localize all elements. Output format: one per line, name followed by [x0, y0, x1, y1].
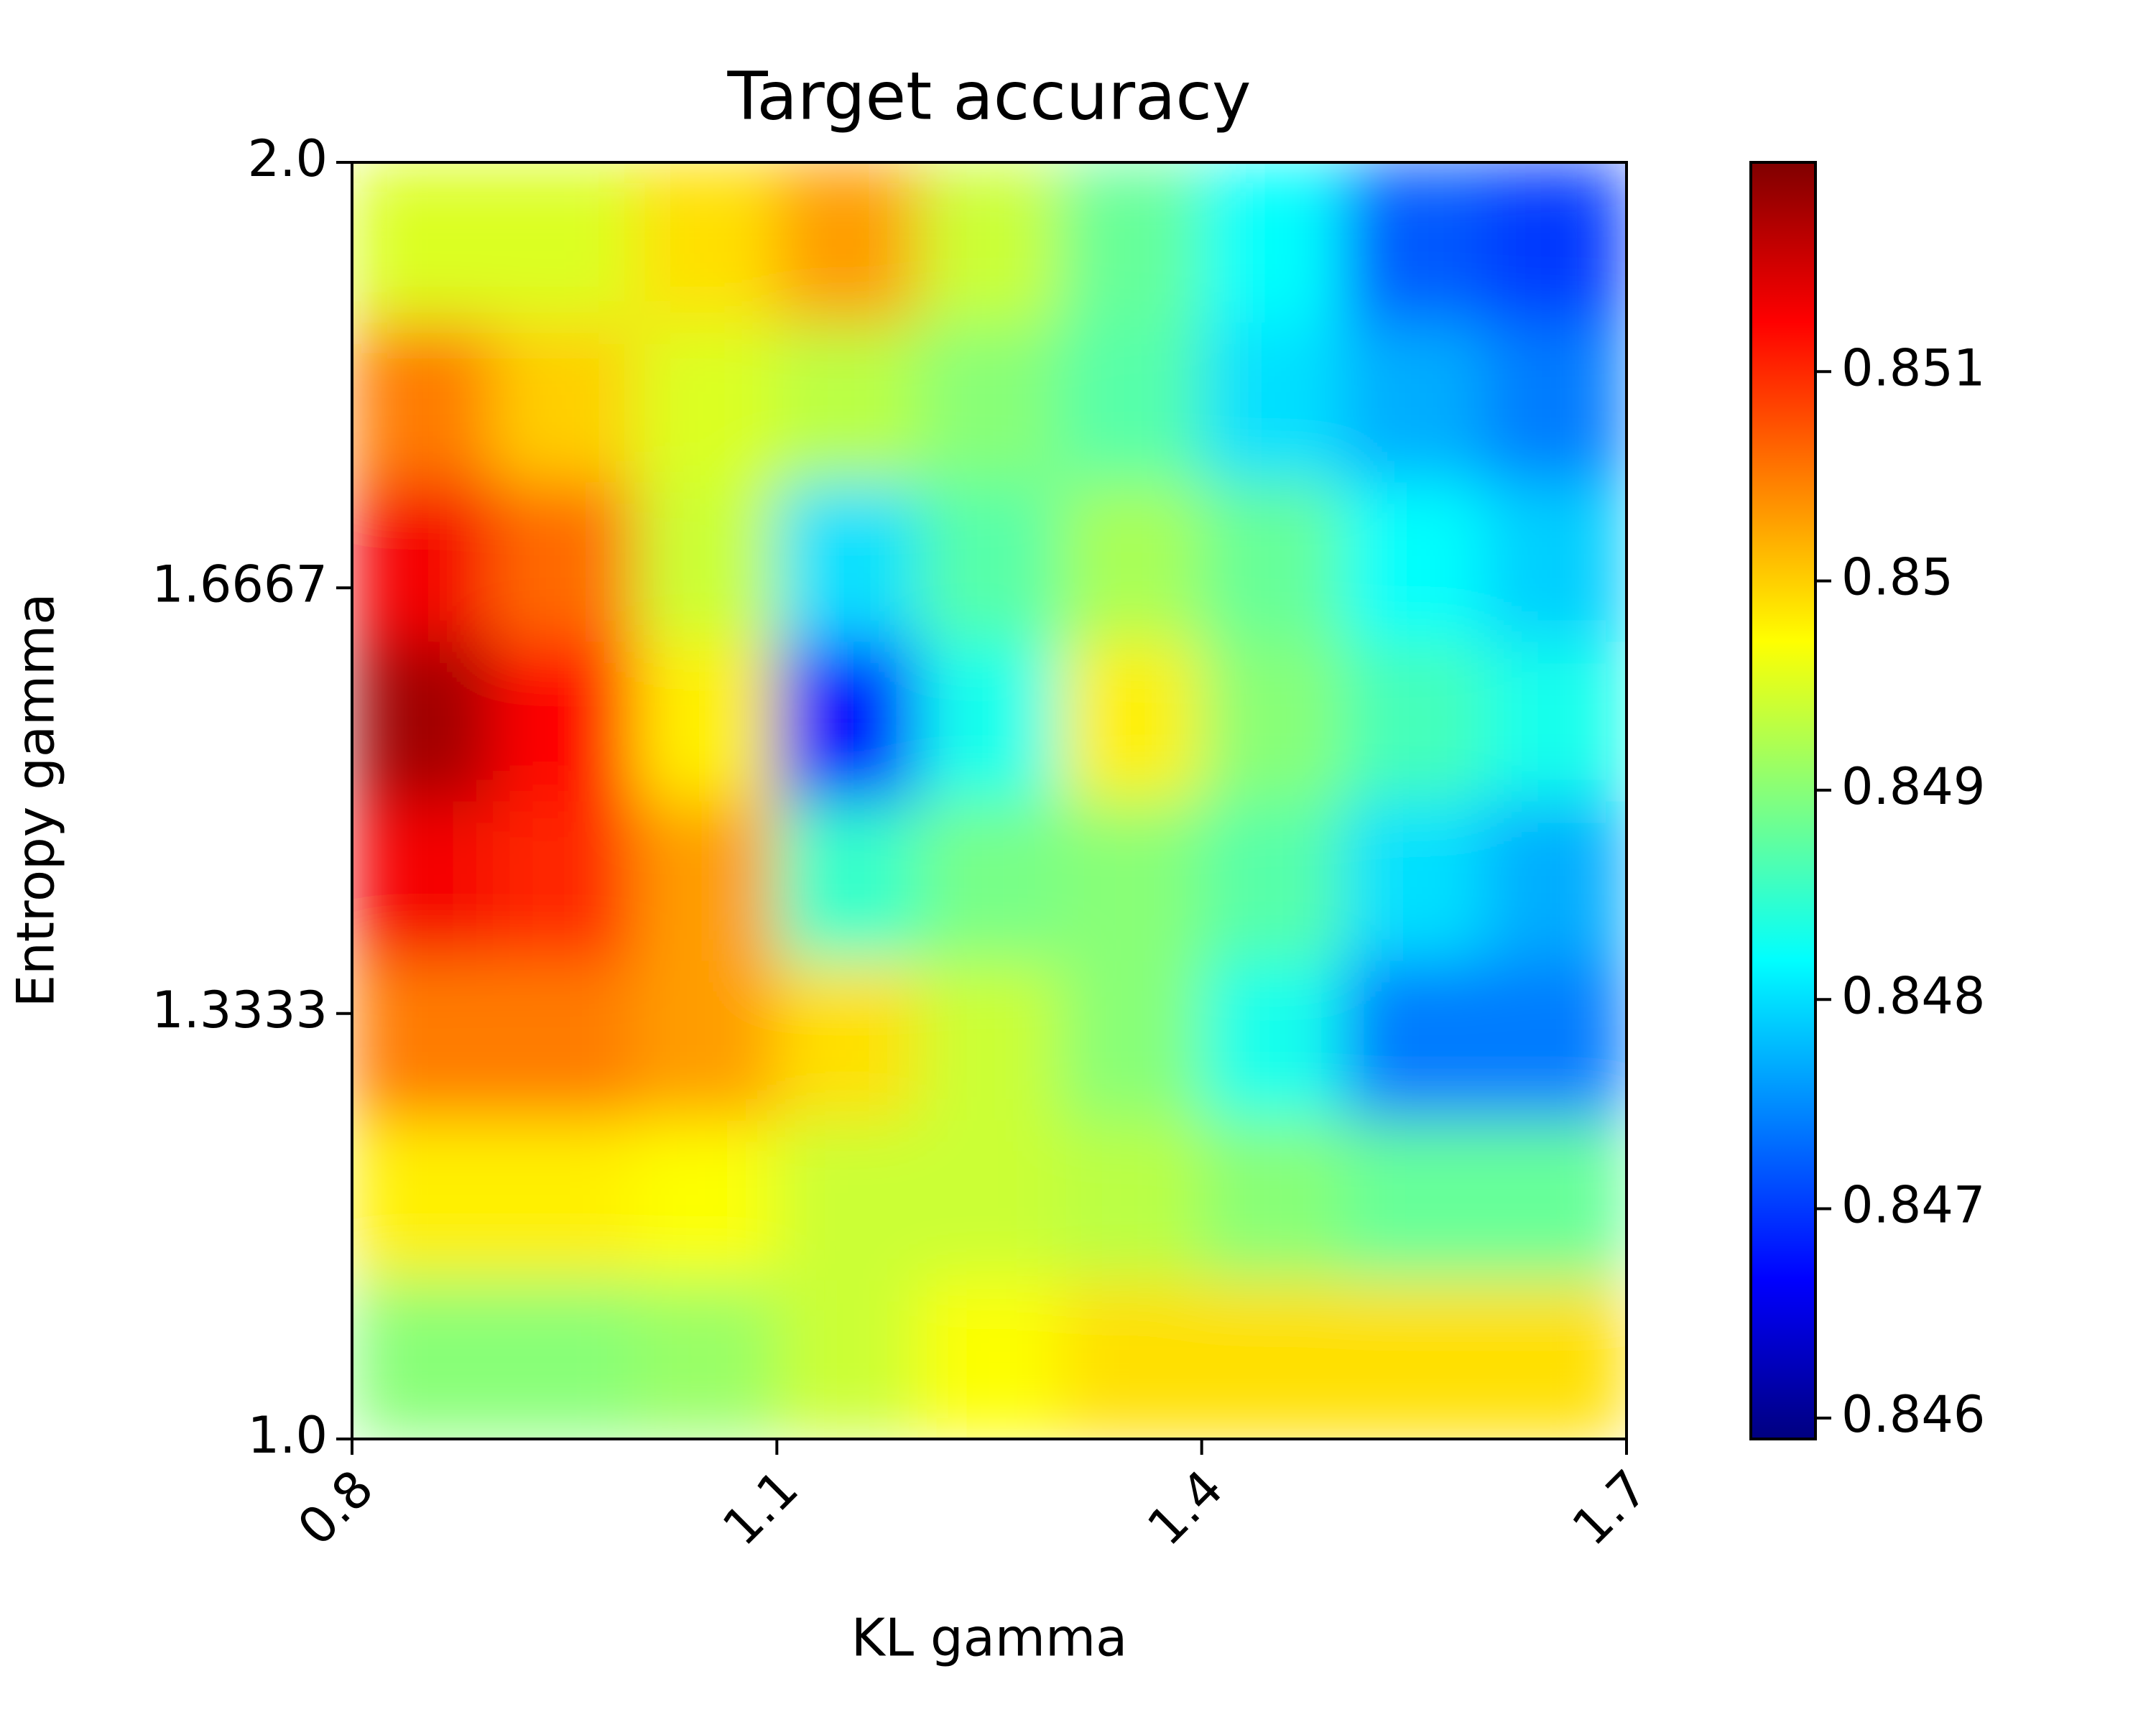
colorbar-tick-label: 0.849 — [1841, 757, 1985, 816]
heatmap-cell — [1059, 800, 1203, 961]
heatmap-cell — [1484, 640, 1627, 802]
heatmap-cell — [1059, 162, 1203, 323]
plot-frame — [351, 161, 1628, 1440]
heatmap-cell — [634, 1278, 778, 1439]
heatmap-cell — [493, 321, 637, 483]
heatmap-cell — [352, 1278, 495, 1439]
heatmap-cell — [493, 1119, 637, 1280]
heatmap-cell — [1484, 1278, 1627, 1439]
heatmap-cell — [776, 1278, 920, 1439]
heatmap-cell — [493, 162, 637, 323]
colorbar — [1749, 161, 1817, 1440]
heatmap-cell — [352, 959, 495, 1121]
heatmap-cell — [1342, 162, 1486, 323]
heatmap-cell — [1059, 959, 1203, 1121]
heatmap-cell — [776, 640, 920, 802]
heatmap-cell — [776, 321, 920, 483]
heatmap-cell — [1059, 1119, 1203, 1280]
heatmap-cell — [1059, 481, 1203, 642]
heatmap-cell — [917, 1119, 1061, 1280]
heatmap-cell — [917, 481, 1061, 642]
colorbar-tick-label: 0.85 — [1841, 548, 1953, 607]
heatmap — [352, 162, 1627, 1439]
heatmap-cell — [352, 1119, 495, 1280]
heatmap-cell — [634, 162, 778, 323]
heatmap-cell — [1200, 1119, 1344, 1280]
heatmap-cell — [1342, 959, 1486, 1121]
heatmap-cell — [1484, 162, 1627, 323]
chart-title: Target accuracy — [727, 57, 1252, 134]
y-axis-label: Entropy gamma — [6, 593, 66, 1008]
heatmap-cell — [1484, 321, 1627, 483]
heatmap-cell — [776, 481, 920, 642]
colorbar-tick-label: 0.847 — [1841, 1176, 1985, 1235]
heatmap-cell — [1200, 959, 1344, 1121]
heatmap-cell — [917, 959, 1061, 1121]
heatmap-cell — [776, 162, 920, 323]
heatmap-cell — [1342, 800, 1486, 961]
heatmap-cell — [1200, 800, 1344, 961]
heatmap-cell — [776, 1119, 920, 1280]
heatmap-cell — [352, 640, 495, 802]
heatmap-cells — [352, 162, 1627, 1439]
heatmap-cell — [634, 959, 778, 1121]
heatmap-cell — [776, 959, 920, 1121]
heatmap-cell — [1342, 481, 1486, 642]
y-tick-label: 2.0 — [248, 129, 328, 188]
heatmap-cell — [1484, 800, 1627, 961]
heatmap-cell — [493, 959, 637, 1121]
heatmap-cell — [634, 640, 778, 802]
heatmap-cell — [493, 640, 637, 802]
x-axis-label: KL gamma — [851, 1608, 1127, 1668]
heatmap-cell — [1059, 640, 1203, 802]
heatmap-cell — [1484, 1119, 1627, 1280]
colorbar-tick-label: 0.846 — [1841, 1385, 1985, 1444]
heatmap-cell — [1059, 1278, 1203, 1439]
colorbar-tick-label: 0.848 — [1841, 966, 1985, 1025]
heatmap-cell — [1342, 1278, 1486, 1439]
heatmap-cell — [493, 481, 637, 642]
heatmap-cell — [917, 1278, 1061, 1439]
heatmap-cell — [352, 321, 495, 483]
heatmap-cell — [1200, 481, 1344, 642]
heatmap-cell — [917, 800, 1061, 961]
heatmap-cell — [493, 800, 637, 961]
heatmap-cell — [1342, 321, 1486, 483]
heatmap-cell — [1342, 1119, 1486, 1280]
y-tick-label: 1.0 — [248, 1406, 328, 1465]
heatmap-cell — [1200, 640, 1344, 802]
heatmap-cell — [352, 162, 495, 323]
heatmap-cell — [776, 800, 920, 961]
colorbar-tick-label: 0.851 — [1841, 338, 1985, 397]
heatmap-cell — [634, 481, 778, 642]
heatmap-cell — [917, 321, 1061, 483]
heatmap-cell — [634, 321, 778, 483]
heatmap-cell — [634, 800, 778, 961]
heatmap-cell — [917, 162, 1061, 323]
heatmap-cell — [352, 481, 495, 642]
heatmap-cell — [352, 800, 495, 961]
heatmap-cell — [634, 1119, 778, 1280]
y-tick-label: 1.6667 — [152, 555, 328, 614]
y-tick-label: 1.3333 — [152, 981, 328, 1040]
heatmap-cell — [1059, 321, 1203, 483]
heatmap-cell — [1200, 1278, 1344, 1439]
heatmap-cell — [1484, 959, 1627, 1121]
heatmap-cell — [1200, 321, 1344, 483]
heatmap-cell — [493, 1278, 637, 1439]
heatmap-cell — [1342, 640, 1486, 802]
heatmap-cell — [1200, 162, 1344, 323]
heatmap-cell — [917, 640, 1061, 802]
heatmap-cell — [1484, 481, 1627, 642]
